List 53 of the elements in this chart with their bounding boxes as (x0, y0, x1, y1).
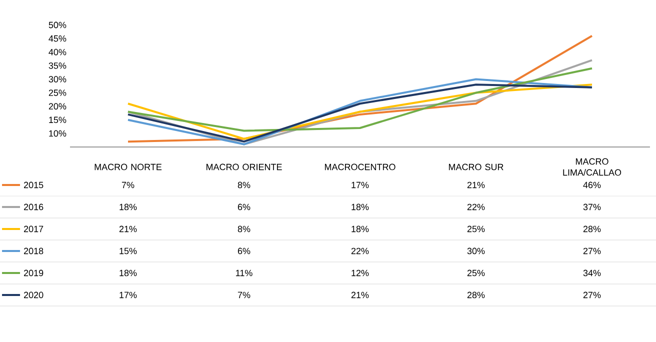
data-label: 15% (120, 248, 137, 254)
y-tick-label: 50% (48, 22, 66, 28)
data-label: 7% (238, 292, 250, 298)
data-label: 21% (467, 182, 485, 188)
data-label: 18% (120, 270, 137, 276)
x-tick-label: MACRO ORIENTE (206, 164, 282, 170)
data-label: 27% (583, 292, 601, 298)
data-label: 6% (238, 248, 250, 254)
line-series (127, 34, 593, 143)
data-label: 46% (583, 182, 601, 188)
data-label: 6% (238, 204, 250, 210)
x-tick-label: MACRO NORTE (94, 164, 162, 170)
data-label: 7% (122, 182, 134, 188)
data-label: 21% (119, 226, 137, 232)
data-label: 8% (238, 226, 250, 232)
line-series (127, 67, 593, 132)
x-tick-label: MACRO SUR (448, 164, 504, 170)
legend-label: 2015 (24, 182, 44, 188)
data-label: 17% (352, 182, 369, 188)
data-label: 37% (583, 204, 601, 210)
y-tick-label: 20% (48, 103, 66, 110)
legend-label: 2019 (24, 270, 44, 276)
data-label: 27% (583, 248, 601, 254)
y-tick-label: 25% (48, 90, 66, 96)
data-label: 18% (352, 204, 369, 210)
y-tick-label: 35% (48, 62, 66, 69)
y-tick-label: 30% (48, 76, 66, 82)
legend-label: 2018 (24, 248, 44, 254)
legend-label: 2020 (24, 292, 44, 298)
data-label: 8% (238, 182, 250, 188)
data-label: 21% (351, 292, 369, 298)
data-label: 18% (352, 226, 369, 232)
data-label: 25% (467, 270, 485, 276)
line-series (127, 59, 593, 146)
y-tick-label: 40% (48, 48, 66, 56)
y-tick-label: 45% (48, 35, 66, 42)
legend-label: 2016 (24, 204, 44, 210)
y-tick-label: 10% (49, 130, 66, 137)
data-label: 12% (352, 270, 369, 276)
legend-label: 2017 (24, 226, 44, 232)
data-label: 25% (467, 226, 485, 232)
data-label: 22% (467, 204, 485, 210)
data-label: 17% (120, 292, 137, 298)
data-label: 28% (467, 292, 485, 298)
data-label: 30% (467, 248, 485, 254)
data-label: 28% (583, 226, 601, 232)
data-label: 18% (120, 204, 137, 210)
x-tick-label: MACRO LIMA/CALLAO (563, 158, 622, 176)
data-label: 22% (351, 248, 369, 254)
x-tick-label: MACROCENTRO (324, 164, 396, 170)
data-label: 11% (236, 270, 252, 276)
data-label: 34% (583, 270, 601, 276)
y-tick-label: 15% (49, 116, 66, 124)
